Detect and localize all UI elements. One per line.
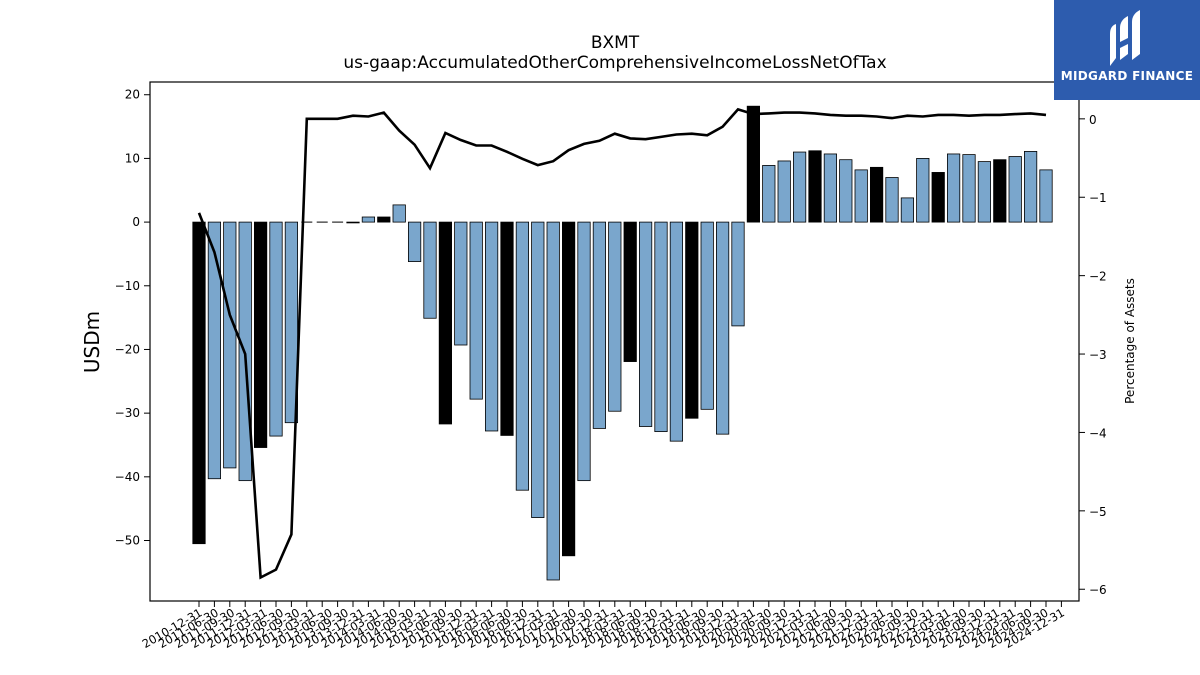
bar bbox=[1024, 151, 1038, 223]
bar bbox=[253, 221, 268, 448]
bar bbox=[608, 221, 622, 412]
bar bbox=[346, 221, 360, 224]
bar bbox=[592, 221, 607, 429]
bar bbox=[700, 221, 714, 410]
midgard-logo-icon bbox=[1110, 10, 1140, 66]
y-tick-label: −30 bbox=[115, 406, 140, 420]
y2-tick-label: −3 bbox=[1089, 348, 1107, 362]
percentage-line-group bbox=[197, 107, 1047, 580]
bar-group bbox=[192, 105, 1053, 581]
percentage-line bbox=[197, 107, 1047, 580]
bar bbox=[562, 221, 576, 557]
y2-axis-label: Percentage of Assets bbox=[1123, 278, 1137, 404]
y-tick-label: −50 bbox=[115, 534, 140, 548]
y-tick-label: 20 bbox=[125, 88, 140, 102]
bar bbox=[654, 221, 668, 433]
bar bbox=[716, 221, 730, 435]
y2-tick-label: 0 bbox=[1089, 113, 1097, 127]
logo-text: MIDGARD FINANCE bbox=[1060, 69, 1194, 83]
y2-tick-label: −1 bbox=[1089, 191, 1107, 205]
bar bbox=[793, 151, 807, 223]
bar bbox=[839, 159, 853, 223]
bar bbox=[377, 216, 391, 223]
bar bbox=[531, 221, 545, 518]
bar bbox=[392, 204, 406, 223]
bar bbox=[623, 221, 637, 362]
bar bbox=[484, 221, 499, 432]
bar bbox=[900, 197, 915, 223]
bar bbox=[1039, 169, 1053, 223]
midgard-finance-logo: MIDGARD FINANCE bbox=[1054, 0, 1200, 100]
y2-tick-label: −6 bbox=[1089, 583, 1107, 597]
bar bbox=[762, 165, 776, 223]
bar bbox=[192, 221, 206, 545]
bar bbox=[731, 221, 745, 327]
bar bbox=[515, 221, 530, 491]
bar bbox=[885, 177, 899, 223]
y-tick-label: 10 bbox=[125, 151, 140, 165]
bar bbox=[962, 154, 976, 223]
chart-title: BXMT bbox=[591, 33, 640, 53]
bar bbox=[361, 216, 376, 223]
bar bbox=[577, 221, 591, 482]
bar bbox=[269, 221, 283, 437]
y-tick-label: −40 bbox=[115, 470, 140, 484]
y-tick-label: −20 bbox=[115, 342, 140, 356]
bar bbox=[931, 172, 945, 223]
bar bbox=[1008, 156, 1022, 223]
plot-frame bbox=[149, 81, 1080, 602]
bar bbox=[685, 221, 699, 419]
y2-axis-ticks: −6 −5 −4 −3 −2 −1 0 bbox=[1079, 113, 1107, 597]
y2-tick-label: −2 bbox=[1089, 270, 1107, 284]
bar bbox=[854, 169, 868, 223]
y2-tick-label: −4 bbox=[1089, 426, 1107, 440]
bar bbox=[669, 221, 684, 442]
bar bbox=[438, 221, 453, 425]
bar bbox=[546, 221, 560, 581]
bar bbox=[823, 153, 838, 223]
bar bbox=[808, 150, 822, 223]
bar bbox=[977, 161, 992, 223]
bar bbox=[500, 221, 514, 436]
bar bbox=[454, 221, 468, 346]
chart-subtitle: us-gaap:AccumulatedOtherComprehensiveInc… bbox=[343, 53, 886, 73]
bar bbox=[223, 221, 237, 469]
y-axis-ticks: −50 −40 −30 −20 −10 0 10 20 bbox=[115, 88, 150, 548]
y2-tick-label: −5 bbox=[1089, 505, 1107, 519]
bar bbox=[993, 159, 1007, 223]
y-tick-label: −10 bbox=[115, 279, 140, 293]
y-tick-label: 0 bbox=[132, 215, 140, 229]
bar bbox=[639, 221, 653, 427]
bar bbox=[284, 221, 299, 424]
bar bbox=[207, 221, 221, 480]
x-axis-ticks: 2010-12-312011-06-302011-09-302011-12-31… bbox=[140, 601, 1067, 651]
bar bbox=[947, 153, 961, 223]
bar bbox=[469, 221, 483, 400]
bar bbox=[870, 166, 884, 223]
bar bbox=[423, 221, 437, 319]
bar bbox=[407, 221, 422, 262]
bar bbox=[746, 105, 761, 223]
bar bbox=[916, 158, 930, 223]
y-axis-label: USDm bbox=[80, 311, 104, 373]
bar bbox=[777, 160, 791, 223]
